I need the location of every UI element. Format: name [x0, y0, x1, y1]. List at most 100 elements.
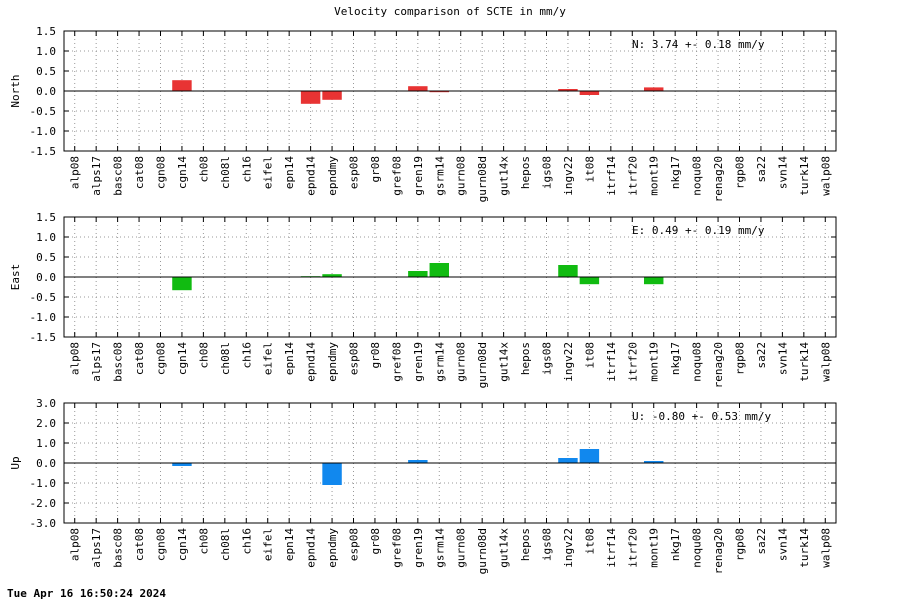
up-annotation: U: -0.80 +- 0.53 mm/y	[632, 410, 771, 423]
north-category-label: epn14	[283, 156, 296, 189]
up-category-label: epn14	[283, 528, 296, 561]
east-category-label: igs08	[541, 342, 554, 375]
north-category-label: gsrm14	[433, 156, 446, 196]
north-category-label: alp08	[69, 156, 82, 189]
east-category-label: rgp08	[734, 342, 747, 375]
up-category-label: ch16	[240, 528, 253, 555]
east-category-label: basc08	[112, 342, 125, 382]
north-category-label: gref08	[390, 156, 403, 196]
east-bar-gsrm14	[429, 263, 449, 277]
east-category-label: ch16	[240, 342, 253, 369]
east-category-label: cat08	[133, 342, 146, 375]
north-category-label: ingv22	[562, 156, 575, 196]
up-category-label: epndmy	[326, 528, 339, 568]
up-category-label: turk14	[798, 528, 811, 568]
up-ytick-label: 0.0	[36, 457, 56, 470]
up-category-label: alp08	[69, 528, 82, 561]
up-category-label: svn14	[776, 528, 789, 561]
east-category-label: mont19	[648, 342, 661, 382]
north-ytick-label: 1.5	[36, 25, 56, 38]
east-category-label: gurn08d	[476, 342, 489, 388]
north-axis-label: North	[9, 74, 22, 107]
up-category-label: rgp08	[734, 528, 747, 561]
up-category-label: cgn14	[176, 528, 189, 561]
north-category-label: renag20	[712, 156, 725, 202]
up-category-label: eifel	[262, 528, 275, 561]
east-category-label: noqu08	[691, 342, 704, 382]
north-ytick-label: -1.0	[30, 125, 57, 138]
east-category-label: gr08	[369, 342, 382, 369]
north-ytick-label: 0.0	[36, 85, 56, 98]
up-category-label: basc08	[112, 528, 125, 568]
up-bar-ingv22	[558, 458, 578, 463]
north-category-label: alps17	[90, 156, 103, 196]
up-bar-cgn14	[172, 463, 192, 466]
north-category-label: epndmy	[326, 156, 339, 196]
up-bar-it08	[579, 449, 600, 463]
east-ytick-label: -1.5	[30, 331, 57, 344]
east-category-label: cgn08	[155, 342, 168, 375]
east-category-label: turk14	[798, 342, 811, 382]
north-category-label: gren19	[412, 156, 425, 196]
east-ytick-label: -0.5	[30, 291, 57, 304]
east-annotation: E: 0.49 +- 0.19 mm/y	[632, 224, 765, 237]
north-ytick-label: 0.5	[36, 65, 56, 78]
up-plot-border	[63, 402, 837, 524]
up-bar-gren19	[408, 460, 428, 463]
east-category-label: gren19	[412, 342, 425, 382]
up-ytick-label: 3.0	[36, 397, 56, 410]
north-bar-mont19	[644, 87, 664, 91]
up-bar-mont19	[644, 461, 664, 463]
east-category-label: hepos	[519, 342, 532, 375]
east-ytick-label: 0.5	[36, 251, 56, 264]
east-category-label: gsrm14	[433, 342, 446, 382]
east-bar-gren19	[408, 271, 428, 277]
east-category-label: renag20	[712, 342, 725, 388]
north-category-label: cgn08	[155, 156, 168, 189]
up-category-label: alps17	[90, 528, 103, 568]
north-bar-cgn14	[172, 80, 192, 91]
north-category-label: turk14	[798, 156, 811, 196]
up-category-label: gren19	[412, 528, 425, 568]
up-ytick-label: 1.0	[36, 437, 56, 450]
east-ytick-label: -1.0	[30, 311, 57, 324]
up-category-label: renag20	[712, 528, 725, 574]
north-category-label: walp08	[819, 156, 832, 196]
east-category-label: alps17	[90, 342, 103, 382]
north-category-label: nkg17	[669, 156, 682, 189]
up-category-label: itrf14	[605, 528, 618, 568]
east-ytick-label: 1.0	[36, 231, 56, 244]
up-category-label: cgn08	[155, 528, 168, 561]
north-category-label: gurn08	[455, 156, 468, 196]
east-category-label: ingv22	[562, 342, 575, 382]
east-category-label: alp08	[69, 342, 82, 375]
east-category-label: itrf20	[626, 342, 639, 382]
up-category-label: gut14x	[498, 528, 511, 568]
up-category-label: it08	[583, 528, 596, 555]
north-category-label: itrf14	[605, 156, 618, 196]
north-category-label: hepos	[519, 156, 532, 189]
up-category-label: cat08	[133, 528, 146, 561]
up-category-label: ch08l	[219, 528, 232, 561]
north-annotation: N: 3.74 +- 0.18 mm/y	[632, 38, 765, 51]
up-category-label: itrf20	[626, 528, 639, 568]
up-category-label: ch08	[197, 528, 210, 555]
timestamp: Tue Apr 16 16:50:24 2024	[7, 587, 166, 600]
north-bar-it08	[579, 91, 600, 95]
north-bar-epndmy	[322, 91, 342, 100]
east-category-label: gref08	[390, 342, 403, 382]
up-category-label: esp08	[348, 528, 361, 561]
north-category-label: rgp08	[734, 156, 747, 189]
up-ytick-label: -2.0	[30, 497, 57, 510]
up-bar-epndmy	[322, 463, 342, 485]
east-ytick-label: 0.0	[36, 271, 56, 284]
north-category-label: gr08	[369, 156, 382, 183]
north-plot-border	[63, 30, 837, 152]
east-category-label: svn14	[776, 342, 789, 375]
east-plot-border	[63, 216, 837, 338]
north-category-label: gut14x	[498, 156, 511, 196]
east-category-label: sa22	[755, 342, 768, 369]
up-ytick-label: -3.0	[30, 517, 57, 530]
north-bar-ingv22	[558, 89, 578, 91]
north-category-label: ch16	[240, 156, 253, 183]
